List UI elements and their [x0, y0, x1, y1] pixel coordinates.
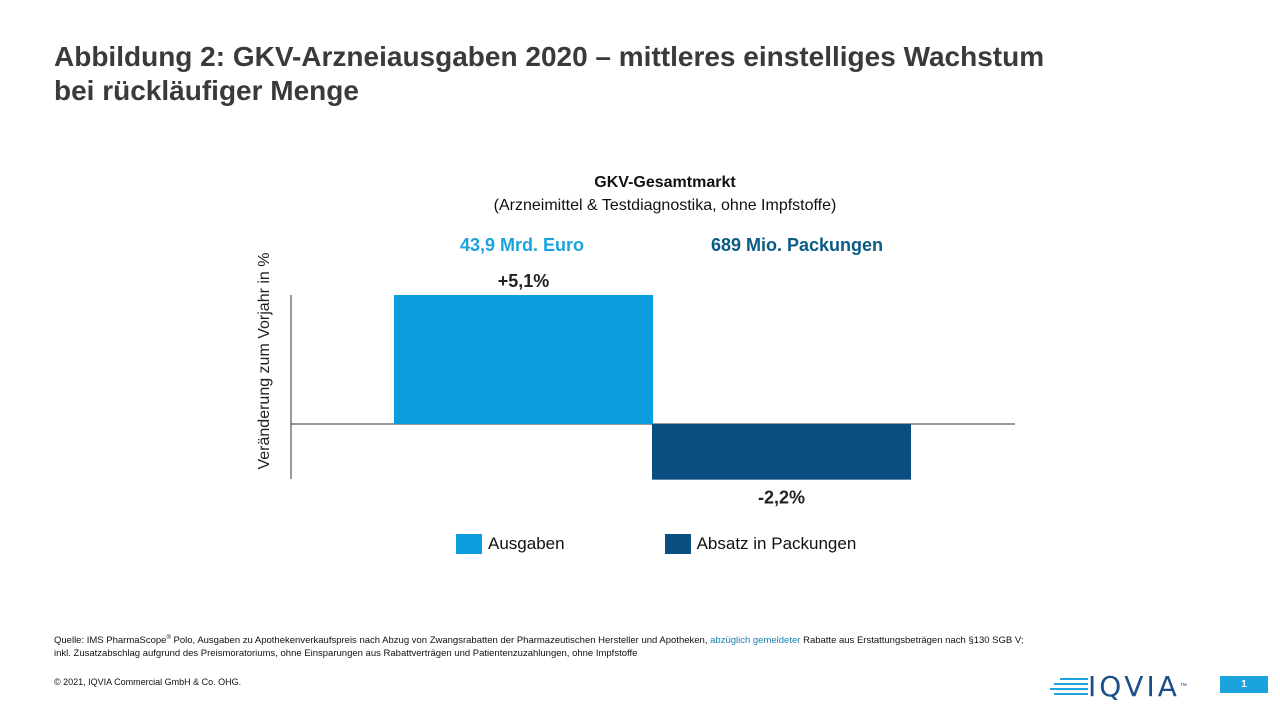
- chart-subtitle: (Arzneimittel & Testdiagnostika, ohne Im…: [493, 197, 837, 214]
- legend-label-absatz: Absatz in Packungen: [696, 534, 857, 553]
- legend: Ausgaben Absatz in Packungen: [456, 534, 856, 554]
- source-part-2: Rabatte aus Erstattungsbeträgen nach §13…: [54, 635, 1024, 660]
- source-prefix: Quelle: IMS PharmaScope: [54, 635, 167, 647]
- title-line-2: bei rückläufiger Menge: [54, 75, 359, 106]
- page-title: Abbildung 2: GKV-Arzneiausgaben 2020 – m…: [54, 40, 1234, 108]
- value-label-absatz: -2,2%: [758, 488, 805, 508]
- legend-label-ausgaben: Ausgaben: [488, 534, 565, 553]
- logo-trademark: ™: [1179, 683, 1187, 690]
- source-part-1: Polo, Ausgaben zu Apothekenverkaufspreis…: [170, 635, 711, 647]
- logo-lines-icon: [1050, 677, 1088, 695]
- logo-text: IQVIA: [1088, 670, 1180, 703]
- source-highlight: abzüglich gemeldeter: [710, 635, 801, 647]
- bar-ausgaben: [394, 294, 653, 424]
- header-label-ausgaben: 43,9 Mrd. Euro: [459, 235, 585, 255]
- value-label-ausgaben: +5,1%: [498, 271, 550, 291]
- bar-absatz: [652, 424, 911, 480]
- title-line-1: Abbildung 2: GKV-Arzneiausgaben 2020 – m…: [54, 41, 1045, 72]
- registered-mark: ®: [166, 635, 171, 641]
- copyright: © 2021, IQVIA Commercial GmbH & Co. OHG.: [54, 677, 242, 687]
- page-number: 1: [1220, 676, 1268, 693]
- legend-item-ausgaben: Ausgaben: [456, 534, 565, 554]
- header-label-packungen: 689 Mio. Packungen: [710, 235, 884, 255]
- legend-swatch-absatz: [664, 534, 691, 554]
- source-note: Quelle: IMS PharmaScope® Polo, Ausgaben …: [54, 632, 1034, 660]
- iqvia-logo: IQVIA ™: [1050, 670, 1187, 703]
- chart-title: GKV-Gesamtmarkt: [594, 174, 736, 191]
- legend-item-absatz: Absatz in Packungen: [664, 534, 857, 554]
- legend-swatch-ausgaben: [456, 534, 482, 554]
